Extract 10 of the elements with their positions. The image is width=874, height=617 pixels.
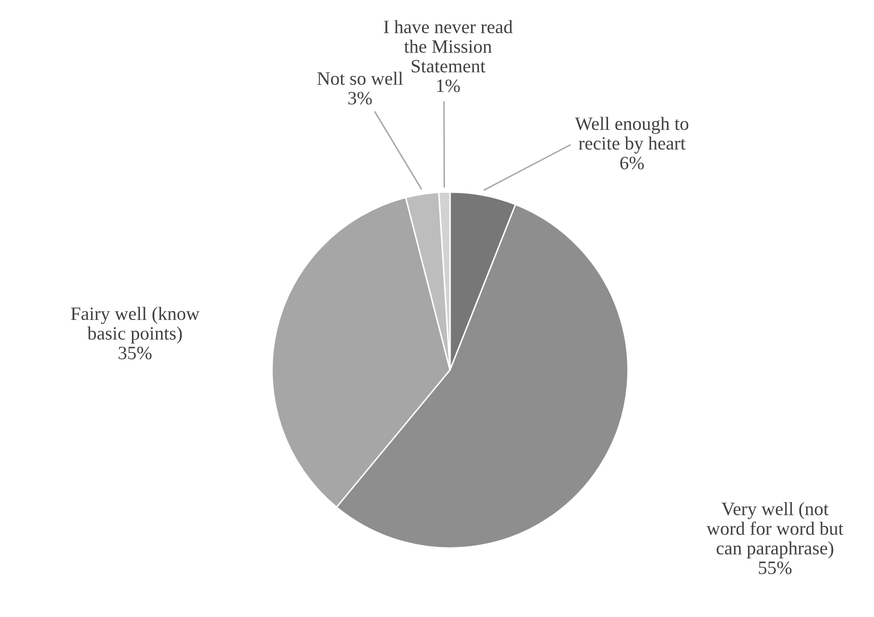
slice-label: Well enough to recite by heart xyxy=(574,116,688,154)
slice-label: I have never read the Mission Statement xyxy=(384,20,513,72)
data-label: 1% xyxy=(437,79,460,92)
slice-label: Fairy well (know basic points) xyxy=(70,306,200,344)
data-label: 55% xyxy=(758,561,792,574)
data-label: 3% xyxy=(348,92,372,105)
slice-label: Not so well xyxy=(317,72,403,85)
data-label: 6% xyxy=(620,156,644,170)
slice-label: Very well (not word for word but can paraphrase) xyxy=(706,502,844,558)
data-label: 35% xyxy=(118,346,152,360)
